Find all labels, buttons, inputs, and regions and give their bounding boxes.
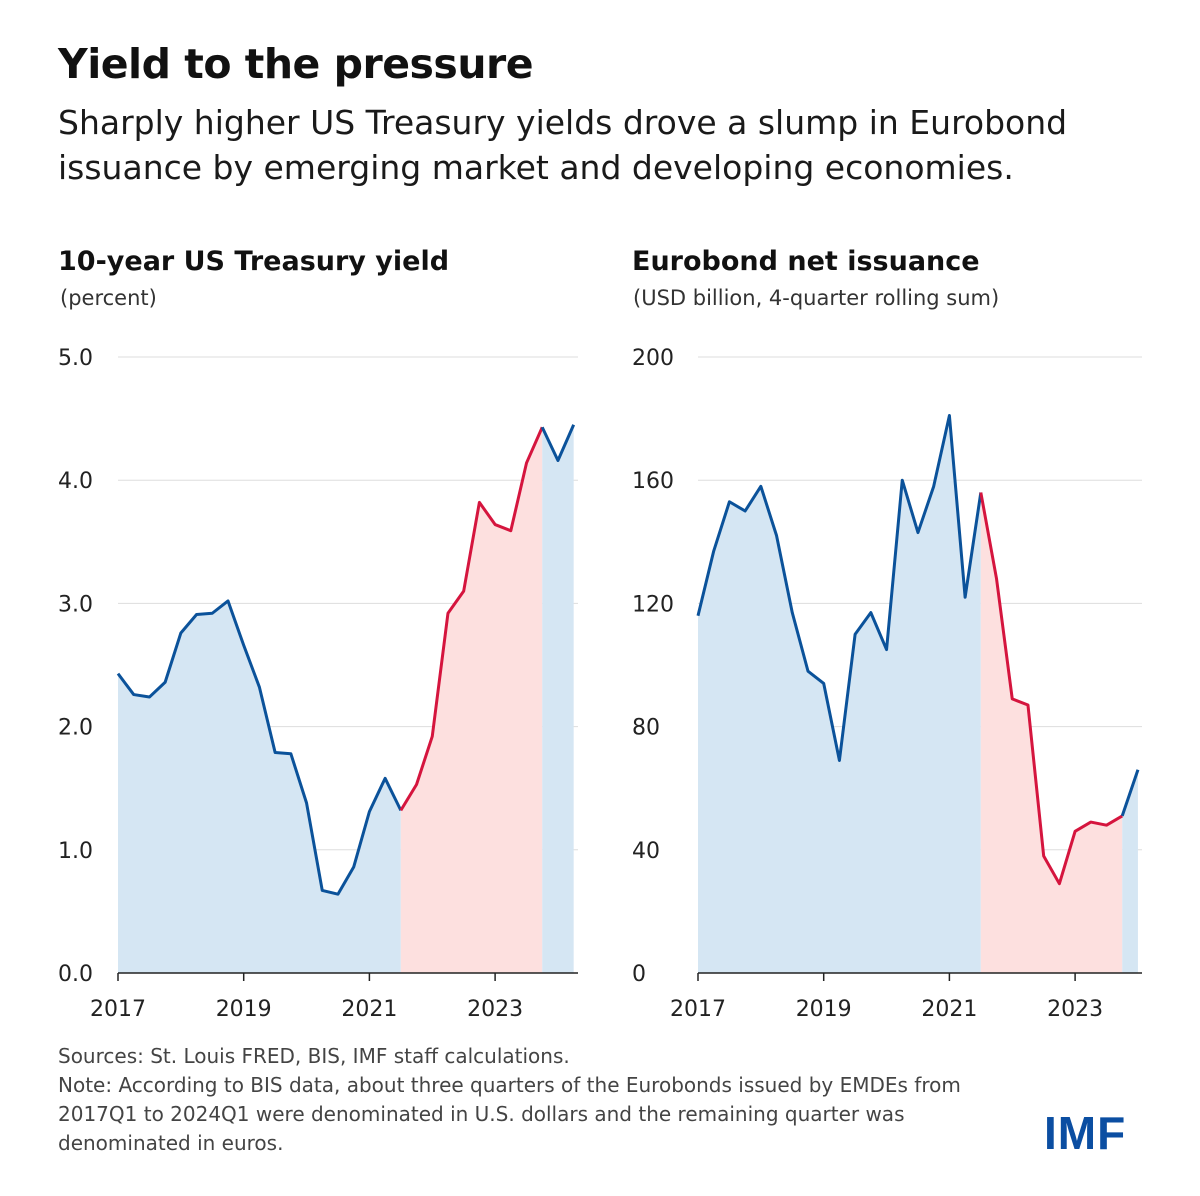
y-tick-label: 0.0 [58, 962, 93, 987]
x-tick-label: 2021 [341, 997, 397, 1022]
area-fill-red [400, 427, 543, 973]
chart-unit-eurobond: (USD billion, 4-quarter rolling sum) [633, 286, 1000, 310]
series-line-red [979, 492, 1123, 886]
area-fill-blue [1122, 769, 1138, 973]
imf-logo: IMF [1044, 1107, 1127, 1159]
y-tick-label: 40 [632, 839, 660, 864]
page-subtitle: Sharply higher US Treasury yields drove … [58, 103, 1068, 187]
y-tick-label: 160 [632, 469, 674, 494]
chart-eurobond: 0 40 80 120 160 200 2017 2019 2021 2023 [632, 346, 1142, 1022]
x-tick-label: 2017 [90, 997, 146, 1022]
area-fill-blue [542, 424, 574, 973]
chart-title-yield: 10-year US Treasury yield [58, 246, 450, 277]
x-tick-label: 2019 [216, 997, 272, 1022]
series-line-red [399, 426, 544, 812]
y-tick-label: 4.0 [58, 469, 93, 494]
y-tick-label: 120 [632, 592, 674, 617]
x-tick-label: 2019 [796, 997, 852, 1022]
area-fill-blue [118, 600, 401, 973]
chart-title-eurobond: Eurobond net issuance [632, 246, 980, 277]
x-tick-label: 2023 [467, 997, 523, 1022]
y-tick-label: 5.0 [58, 346, 93, 371]
y-tick-label: 3.0 [58, 592, 93, 617]
x-tick-label: 2021 [921, 997, 977, 1022]
y-tick-label: 0 [632, 962, 646, 987]
footer: Sources: St. Louis FRED, BIS, IMF staff … [58, 1042, 1018, 1158]
chart-yield: 0.0 1.0 2.0 3.0 4.0 5.0 2017 2019 2021 2023 [58, 346, 578, 1022]
note-text: Note: According to BIS data, about three… [58, 1073, 961, 1155]
x-tick-label: 2023 [1047, 997, 1103, 1022]
series-line-blue [116, 599, 403, 896]
series-line-blue [1120, 769, 1140, 817]
page-title: Yield to the pressure [58, 40, 534, 88]
series-line-blue [540, 424, 576, 462]
y-tick-label: 200 [632, 346, 674, 371]
series-line-blue [696, 414, 983, 762]
area-fill-blue [698, 415, 981, 973]
y-tick-label: 2.0 [58, 716, 93, 741]
area-fill-red [980, 492, 1123, 973]
sources-text: Sources: St. Louis FRED, BIS, IMF staff … [58, 1044, 570, 1068]
x-tick-label: 2017 [670, 997, 726, 1022]
y-tick-label: 80 [632, 716, 660, 741]
chart-unit-yield: (percent) [60, 286, 157, 310]
y-tick-label: 1.0 [58, 839, 93, 864]
